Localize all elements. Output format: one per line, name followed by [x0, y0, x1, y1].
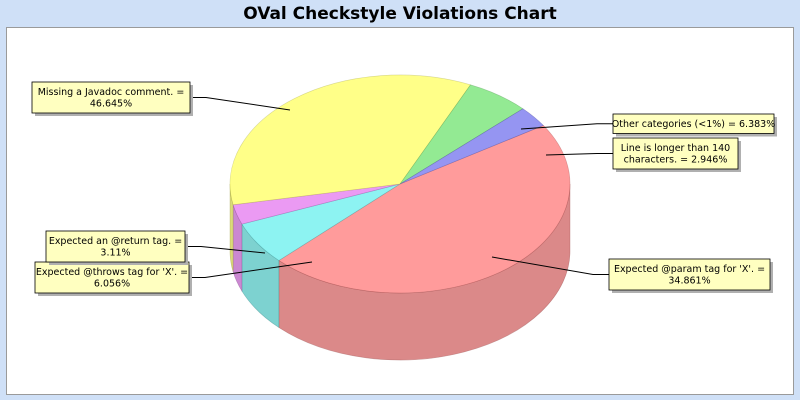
label-text: 34.861%: [668, 276, 710, 287]
label-connector: [185, 246, 266, 254]
label-connector: [189, 261, 313, 278]
pie-slice-expected-throws-tag-for-x[interactable]: [399, 84, 524, 185]
label-expected-an-return-tag: Expected an @return tag. =3.11%: [45, 230, 266, 265]
label-expected-param-tag-for-x: Expected @param tag for 'X'. =34.861%: [491, 256, 773, 293]
pie-slice-expected-an-return-tag[interactable]: [399, 108, 544, 185]
label-text: Other categories (<1%) = 6.383%: [612, 119, 775, 130]
label-text: Line is longer than 140: [621, 143, 730, 154]
label-other-categories-1: Other categories (<1%) = 6.383%: [520, 113, 777, 137]
label-expected-throws-tag-for-x: Expected @throws tag for 'X'. =6.056%: [34, 261, 313, 296]
label-connector: [545, 153, 613, 156]
label-connector: [190, 97, 291, 111]
label-box: [31, 81, 191, 114]
pie-tops: [229, 74, 571, 294]
label-text: Expected an @return tag. =: [49, 236, 182, 247]
label-text: 46.645%: [90, 99, 132, 110]
label-connector: [520, 123, 613, 130]
label-text: Missing a Javadoc comment. =: [38, 87, 185, 98]
label-text: Expected @param tag for 'X'. =: [614, 264, 765, 275]
label-box: [612, 137, 739, 170]
label-box: [45, 230, 186, 263]
pie-slice-other-categories-1[interactable]: [241, 183, 401, 261]
pie-slice-line-is-longer-than-140-characters[interactable]: [232, 183, 401, 225]
label-text: 3.11%: [100, 248, 130, 259]
label-text: Expected @throws tag for 'X'. =: [36, 267, 188, 278]
label-connector: [491, 256, 609, 275]
pie-slice-missing-a-javadoc-comment[interactable]: [278, 125, 571, 294]
label-missing-a-javadoc-comment: Missing a Javadoc comment. =46.645%: [31, 81, 291, 116]
pie-labels: Missing a Javadoc comment. =46.645% Other…: [31, 81, 777, 296]
label-box: [34, 261, 190, 294]
pie-slice-expected-param-tag-for-x[interactable]: [229, 74, 471, 206]
label-box: [612, 113, 775, 134]
chart-title: OVal Checkstyle Violations Chart: [243, 4, 557, 24]
label-text: 6.056%: [94, 279, 130, 290]
label-text: characters. = 2.946%: [624, 155, 728, 166]
label-box: [608, 258, 771, 291]
